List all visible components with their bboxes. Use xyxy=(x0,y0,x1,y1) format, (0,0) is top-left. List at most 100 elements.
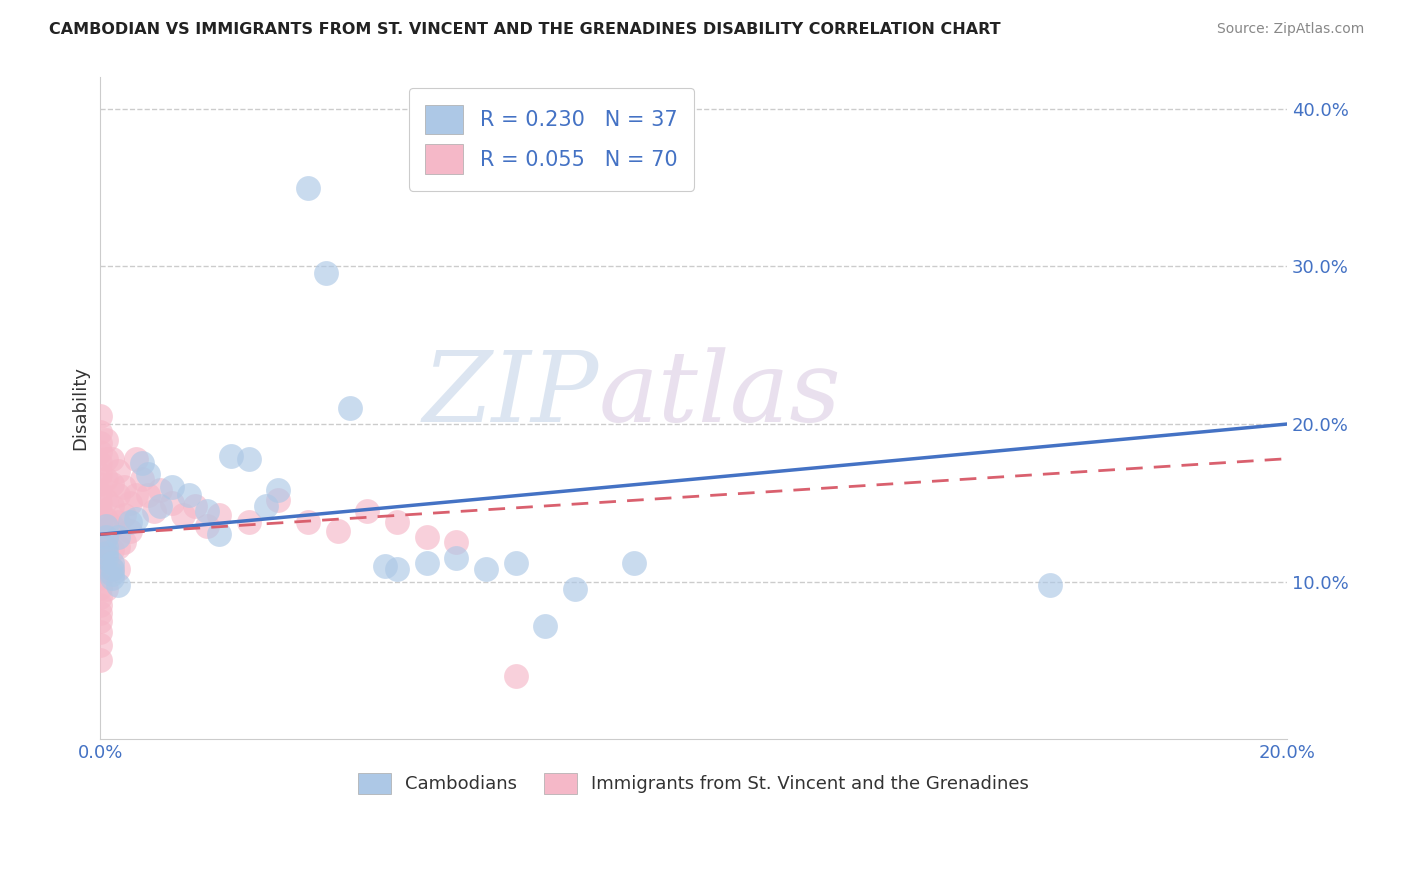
Point xyxy=(446,535,468,549)
Point xyxy=(89,436,111,450)
Point xyxy=(89,543,111,558)
Point xyxy=(89,486,111,500)
Point xyxy=(149,499,172,513)
Point xyxy=(149,483,172,498)
Point xyxy=(195,504,218,518)
Point xyxy=(385,562,408,576)
Point xyxy=(96,562,118,576)
Point xyxy=(297,515,319,529)
Point xyxy=(96,451,118,466)
Point xyxy=(184,499,207,513)
Point xyxy=(118,515,141,529)
Point xyxy=(267,492,290,507)
Point xyxy=(297,180,319,194)
Point xyxy=(96,550,118,565)
Point xyxy=(89,476,111,491)
Point xyxy=(89,425,111,439)
Point xyxy=(125,488,148,502)
Point xyxy=(107,562,129,576)
Point xyxy=(564,582,586,597)
Point xyxy=(125,511,148,525)
Point xyxy=(160,480,183,494)
Point xyxy=(172,508,194,523)
Point xyxy=(96,531,118,545)
Text: atlas: atlas xyxy=(599,347,842,442)
Point xyxy=(107,540,129,554)
Point xyxy=(96,546,118,560)
Point xyxy=(415,556,437,570)
Point xyxy=(101,543,124,558)
Point xyxy=(89,606,111,620)
Point xyxy=(219,449,242,463)
Point xyxy=(208,508,231,523)
Point xyxy=(96,531,118,545)
Point xyxy=(89,550,111,565)
Point xyxy=(96,519,118,533)
Text: ZIP: ZIP xyxy=(423,347,599,442)
Point xyxy=(238,515,260,529)
Point xyxy=(101,499,124,513)
Point xyxy=(89,457,111,471)
Point xyxy=(96,492,118,507)
Legend: Cambodians, Immigrants from St. Vincent and the Grenadines: Cambodians, Immigrants from St. Vincent … xyxy=(349,764,1038,803)
Point xyxy=(96,546,118,560)
Point xyxy=(505,669,527,683)
Point xyxy=(89,535,111,549)
Point xyxy=(118,524,141,538)
Point xyxy=(89,625,111,640)
Point xyxy=(89,614,111,628)
Point xyxy=(96,511,118,525)
Point xyxy=(89,571,111,585)
Point xyxy=(89,496,111,510)
Point xyxy=(356,504,378,518)
Point xyxy=(256,499,278,513)
Point xyxy=(415,531,437,545)
Point xyxy=(136,467,159,482)
Point xyxy=(339,401,361,416)
Point xyxy=(89,409,111,424)
Point xyxy=(89,653,111,667)
Point xyxy=(118,496,141,510)
Point xyxy=(89,445,111,459)
Point xyxy=(96,540,118,554)
Point xyxy=(107,488,129,502)
Point xyxy=(160,496,183,510)
Point xyxy=(534,618,557,632)
Text: Source: ZipAtlas.com: Source: ZipAtlas.com xyxy=(1216,22,1364,37)
Point xyxy=(107,578,129,592)
Point xyxy=(107,531,129,545)
Point xyxy=(101,566,124,581)
Point xyxy=(107,464,129,478)
Point xyxy=(89,515,111,529)
Point xyxy=(142,504,165,518)
Point xyxy=(101,562,124,576)
Point xyxy=(446,550,468,565)
Y-axis label: Disability: Disability xyxy=(72,367,89,450)
Point xyxy=(136,488,159,502)
Point xyxy=(475,562,498,576)
Point xyxy=(238,451,260,466)
Point xyxy=(505,556,527,570)
Point xyxy=(89,504,111,518)
Point xyxy=(101,476,124,491)
Point xyxy=(101,556,124,570)
Text: CAMBODIAN VS IMMIGRANTS FROM ST. VINCENT AND THE GRENADINES DISABILITY CORRELATI: CAMBODIAN VS IMMIGRANTS FROM ST. VINCENT… xyxy=(49,22,1001,37)
Point xyxy=(326,524,349,538)
Point xyxy=(125,451,148,466)
Point xyxy=(623,556,645,570)
Point xyxy=(131,472,153,486)
Point xyxy=(89,562,111,576)
Point xyxy=(89,524,111,538)
Point xyxy=(208,527,231,541)
Point xyxy=(89,467,111,482)
Point xyxy=(112,508,135,523)
Point xyxy=(385,515,408,529)
Point xyxy=(101,519,124,533)
Point xyxy=(112,535,135,549)
Point xyxy=(89,581,111,595)
Point xyxy=(101,562,124,576)
Point xyxy=(1039,578,1062,592)
Point xyxy=(96,582,118,597)
Point xyxy=(195,519,218,533)
Point xyxy=(101,571,124,585)
